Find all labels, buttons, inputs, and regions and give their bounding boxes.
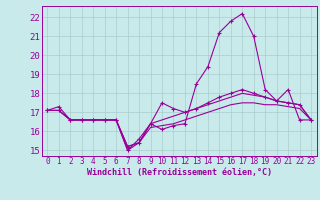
X-axis label: Windchill (Refroidissement éolien,°C): Windchill (Refroidissement éolien,°C) [87,168,272,177]
